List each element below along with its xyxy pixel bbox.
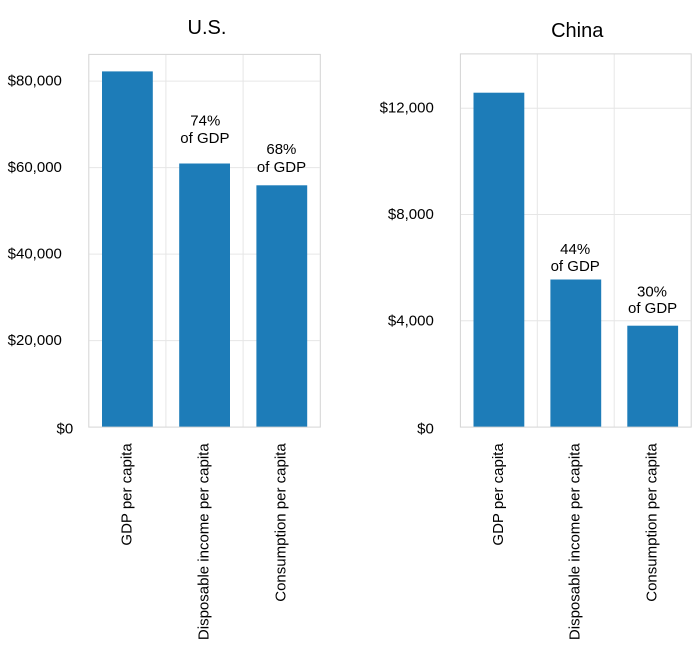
svg-text:30%: 30% [637,284,667,301]
svg-text:China: China [551,20,604,42]
svg-text:$60,000: $60,000 [8,159,62,176]
svg-text:44%: 44% [560,241,590,258]
svg-text:GDP per capita: GDP per capita [490,443,507,546]
svg-text:of GDP: of GDP [551,258,600,275]
svg-text:$8,000: $8,000 [388,206,434,223]
svg-text:$0: $0 [57,420,74,437]
svg-text:$0: $0 [417,420,434,437]
svg-text:Disposable income per capita: Disposable income per capita [567,443,584,640]
svg-text:68%: 68% [266,141,296,158]
svg-text:Disposable income per capita: Disposable income per capita [196,443,213,640]
svg-text:U.S.: U.S. [188,17,227,39]
svg-text:$40,000: $40,000 [8,246,62,263]
svg-text:of GDP: of GDP [257,159,306,176]
svg-text:of GDP: of GDP [180,130,229,147]
svg-text:Consumption per capita: Consumption per capita [273,443,290,602]
svg-text:74%: 74% [190,113,220,130]
svg-text:GDP per capita: GDP per capita [118,443,135,546]
svg-text:$4,000: $4,000 [388,312,434,329]
svg-text:$12,000: $12,000 [380,100,434,117]
svg-text:of GDP: of GDP [628,300,677,317]
svg-text:Consumption per capita: Consumption per capita [644,443,661,602]
svg-text:$80,000: $80,000 [8,73,62,90]
svg-text:$20,000: $20,000 [8,332,62,349]
